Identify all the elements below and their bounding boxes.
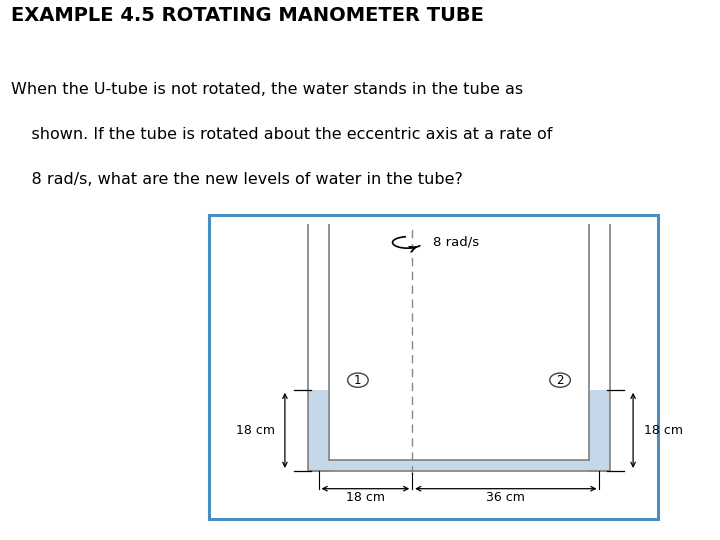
Text: 18 cm: 18 cm	[236, 424, 275, 437]
Text: 2: 2	[557, 374, 564, 387]
Bar	[308, 390, 329, 471]
Text: 1: 1	[354, 374, 361, 387]
Text: 8 rad/s: 8 rad/s	[433, 236, 480, 249]
Bar	[589, 390, 610, 471]
Text: 8 rad/s, what are the new levels of water in the tube?: 8 rad/s, what are the new levels of wate…	[11, 172, 463, 187]
Text: When the U-tube is not rotated, the water stands in the tube as: When the U-tube is not rotated, the wate…	[11, 82, 523, 97]
Text: 18 cm: 18 cm	[644, 424, 683, 437]
Text: 18 cm: 18 cm	[346, 491, 385, 504]
Text: shown. If the tube is rotated about the eccentric axis at a rate of: shown. If the tube is rotated about the …	[11, 127, 552, 142]
Text: 36 cm: 36 cm	[487, 491, 525, 504]
Bar	[329, 460, 589, 471]
Text: EXAMPLE 4.5 ROTATING MANOMETER TUBE: EXAMPLE 4.5 ROTATING MANOMETER TUBE	[11, 6, 484, 25]
